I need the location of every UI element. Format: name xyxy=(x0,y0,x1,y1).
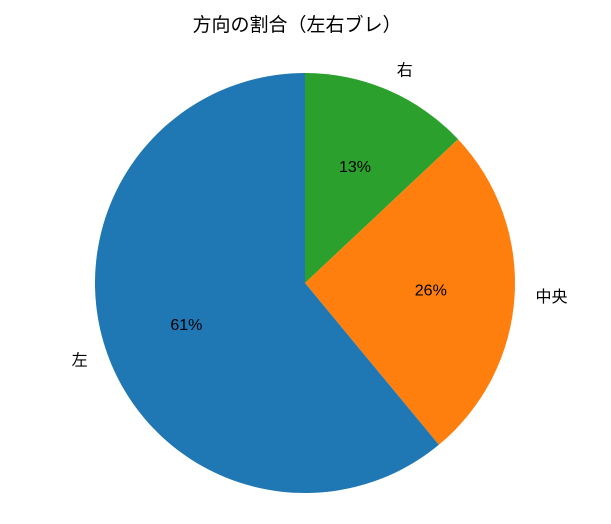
pie-slices xyxy=(95,73,515,494)
chart-title: 方向の割合（左右ブレ） xyxy=(192,13,401,36)
slice-pct-label-2: 61% xyxy=(170,317,202,334)
pie-slice-1 xyxy=(305,139,515,445)
pie-slice-0 xyxy=(305,73,459,283)
slice-pct-label-1: 26% xyxy=(415,282,447,299)
slice-label-1: 中央 xyxy=(536,288,568,306)
slice-pct-label-0: 13% xyxy=(339,159,371,176)
slice-label-2: 左 xyxy=(72,352,88,370)
pie-labels: 右 13% 中央 26% 左 61% xyxy=(72,62,568,370)
pie-slice-2 xyxy=(95,73,439,494)
slice-label-0: 右 xyxy=(397,62,413,80)
